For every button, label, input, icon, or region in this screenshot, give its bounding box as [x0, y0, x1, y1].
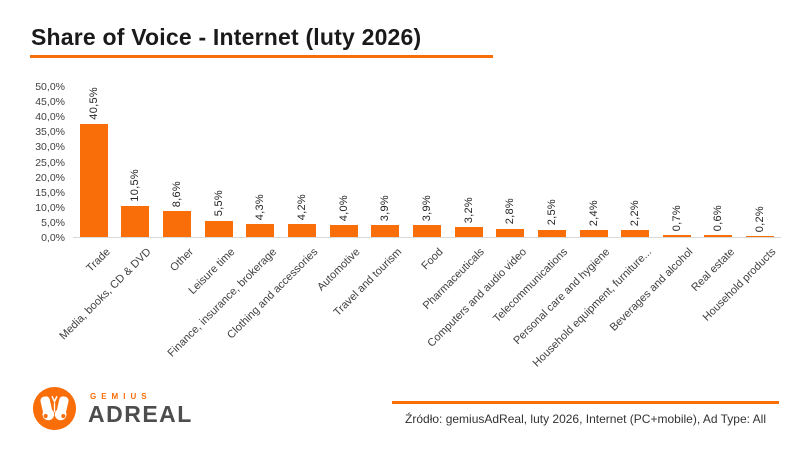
y-axis-tick-label: 45,0% — [35, 96, 65, 109]
bar — [288, 224, 317, 237]
bar — [662, 234, 691, 237]
bar — [371, 225, 400, 237]
bar-column: 4,3% — [240, 87, 282, 237]
page-title: Share of Voice - Internet (luty 2026) — [31, 24, 422, 50]
bar-column: 40,5% — [73, 87, 115, 237]
logo-wordmark: GEMIUS ADREAL — [88, 392, 193, 426]
bar-column: 3,9% — [406, 87, 448, 237]
bar-value-label: 2,4% — [587, 199, 600, 226]
x-axis-category-label: Household products — [701, 246, 779, 324]
x-axis-category-label: Food — [419, 246, 446, 273]
bar-value-label: 3,9% — [420, 195, 433, 222]
bar-column: 2,8% — [489, 87, 531, 237]
logo-gemius-text: GEMIUS — [90, 391, 152, 401]
bar-value-label: 8,6% — [171, 180, 184, 208]
source-note: Źródło: gemiusAdReal, luty 2026, Interne… — [392, 401, 779, 426]
y-axis-tick-label: 20,0% — [35, 171, 65, 184]
bar — [579, 229, 608, 237]
bar — [121, 205, 150, 237]
bar-column: 0,6% — [698, 87, 740, 237]
x-axis-category-label: Telecommunications — [491, 246, 571, 325]
gemius-adreal-logo: GEMIUS ADREAL — [32, 386, 193, 431]
binoculars-icon — [32, 386, 77, 431]
source-divider — [392, 401, 779, 404]
bar — [454, 227, 483, 237]
y-axis-tick-label: 30,0% — [35, 141, 65, 154]
bar-column: 10,5% — [115, 87, 157, 237]
y-axis-tick-label: 40,0% — [35, 111, 65, 124]
bar-column: 2,4% — [573, 87, 615, 237]
x-axis-category-label: Beverages and alcohol — [607, 246, 696, 334]
y-axis-tick-label: 25,0% — [35, 156, 65, 169]
bar-value-label: 10,5% — [129, 168, 142, 202]
x-axis-category-label: Trade — [83, 246, 113, 275]
title-underline — [30, 55, 493, 58]
y-axis-tick-label: 10,0% — [35, 201, 65, 214]
bar-value-label: 5,5% — [212, 190, 225, 217]
y-axis-tick-label: 35,0% — [35, 126, 65, 139]
bar — [704, 235, 733, 237]
bar-value-label: 0,7% — [670, 204, 683, 231]
bar — [163, 211, 192, 237]
y-axis: 0,0% 5,0% 10,0% 15,0% 20,0% 25,0% 30,0% 35,0% 40… — [20, 81, 65, 244]
bar-column: 4,2% — [281, 87, 323, 237]
bar-value-label: 2,5% — [545, 199, 558, 226]
bar — [246, 224, 275, 237]
x-axis-category-labels: Trade Media, books, CD & DVD Other Leisure … — [58, 239, 781, 387]
bar-column: 2,5% — [531, 87, 573, 237]
y-axis-tick-label: 50,0% — [35, 81, 65, 93]
bar — [204, 220, 233, 237]
share-of-voice-bar-chart: 0,0% 5,0% 10,0% 15,0% 20,0% 25,0% 30,0% 35,0% 40… — [20, 81, 786, 387]
y-axis-tick-label: 15,0% — [35, 186, 65, 199]
bar-column: 2,2% — [614, 87, 656, 237]
logo-adreal-text: ADREAL — [88, 400, 193, 427]
bar-value-label: 4,0% — [337, 194, 350, 221]
bar — [746, 236, 775, 237]
bar-column: 3,9% — [364, 87, 406, 237]
bar-value-label: 4,3% — [254, 193, 267, 221]
bar — [621, 230, 650, 237]
bar-value-label: 3,2% — [462, 197, 475, 224]
bar-column: 0,7% — [656, 87, 698, 237]
plot-area: 40,5% 10,5% 8,6% 5,5% 4,3% 4,2% 4,0% 3,9% 3,9% 3,… — [73, 87, 781, 238]
bar — [79, 123, 108, 237]
bar-value-label: 40,5% — [87, 87, 100, 120]
bar-value-label: 2,8% — [504, 198, 517, 225]
bar-value-label: 4,2% — [296, 194, 309, 221]
y-axis-tick-label: 0,0% — [41, 232, 65, 244]
bar-column: 4,0% — [323, 87, 365, 237]
source-text: Źródło: gemiusAdReal, luty 2026, Interne… — [405, 412, 766, 426]
bar-value-label: 0,6% — [712, 204, 725, 232]
bar-column: 3,2% — [448, 87, 490, 237]
bar-column: 5,5% — [198, 87, 240, 237]
bar-value-label: 3,9% — [379, 195, 392, 222]
y-axis-tick-label: 5,0% — [41, 216, 65, 229]
bar — [412, 225, 441, 237]
bar — [496, 228, 525, 237]
bar — [537, 229, 566, 237]
bar-column: 0,2% — [739, 87, 781, 237]
bar-value-label: 0,2% — [754, 206, 767, 233]
bar-column: 8,6% — [156, 87, 198, 237]
bar-value-label: 2,2% — [629, 200, 642, 227]
x-axis-category-label: Other — [167, 246, 196, 274]
bar — [329, 225, 358, 237]
